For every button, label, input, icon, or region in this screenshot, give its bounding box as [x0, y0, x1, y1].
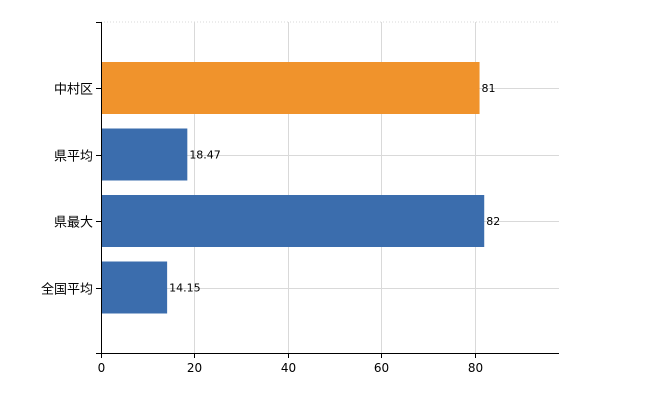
x-tick-label-3: 60: [374, 361, 389, 375]
category-label-3: 全国平均: [41, 282, 93, 298]
data-label-1: 18.47: [189, 149, 221, 162]
data-label-2: 82: [486, 215, 500, 228]
x-tick-label-0: 0: [98, 361, 106, 375]
x-tick-label-1: 20: [187, 361, 202, 375]
x-tick-label-4: 80: [468, 361, 483, 375]
bar-2: [102, 195, 485, 247]
bar-3: [102, 261, 168, 314]
category-label-2: 県最大: [54, 216, 93, 231]
category-label-0: 中村区: [54, 83, 93, 98]
data-label-3: 14.15: [169, 282, 201, 295]
category-label-1: 県平均: [54, 150, 93, 165]
x-tick-label-2: 40: [281, 361, 296, 375]
data-label-0: 81: [482, 82, 496, 95]
bar-0: [102, 62, 480, 114]
bar-1: [102, 128, 188, 181]
